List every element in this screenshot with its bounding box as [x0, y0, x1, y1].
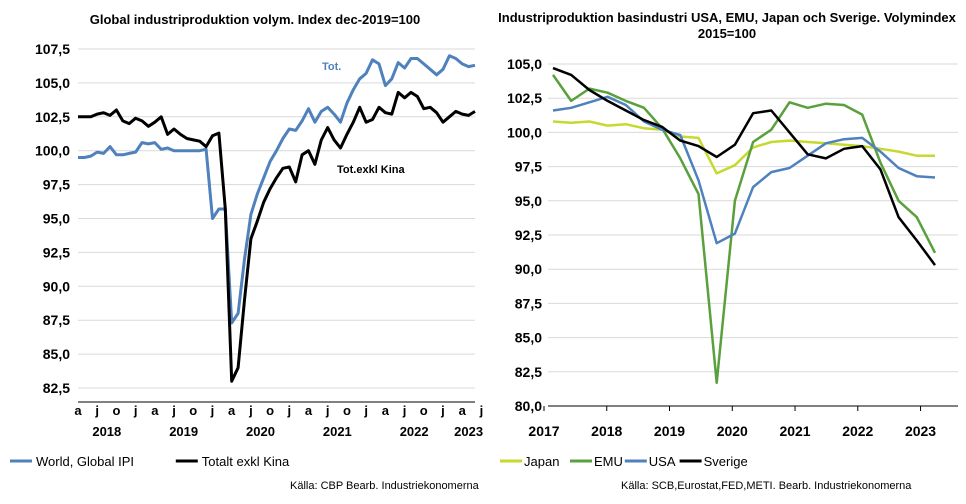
x-year-label: 2021: [323, 424, 352, 439]
y-tick-label: 85,0: [515, 330, 542, 346]
x-year-label: 2020: [246, 424, 275, 439]
x-month-label: j: [133, 403, 138, 418]
y-tick-label: 97,5: [515, 159, 542, 175]
y-tick-label: 87,5: [515, 295, 542, 311]
x-year-label: 2018: [591, 423, 622, 439]
y-tick-label: 102,5: [35, 109, 70, 125]
legend-label-emu: EMU: [594, 454, 623, 469]
legend-label-japan: Japan: [524, 454, 559, 469]
x-year-label: 2021: [779, 423, 810, 439]
series-line-emu: [551, 74, 937, 384]
y-tick-label: 87,5: [43, 312, 70, 328]
x-month-label: a: [151, 403, 159, 418]
y-tick-label: 105,0: [507, 56, 542, 72]
x-month-label: a: [459, 403, 467, 418]
x-month-label: a: [382, 403, 390, 418]
left-chart-panel: Global industriproduktion volym. Index d…: [10, 12, 484, 492]
x-month-label: a: [228, 403, 236, 418]
y-tick-label: 105,0: [35, 75, 70, 91]
annotation-tot-exkl-kina: Tot.exkl Kina: [337, 164, 406, 176]
x-month-label: j: [363, 403, 368, 418]
legend-label-totalt-exkl-kina: Totalt exkl Kina: [202, 454, 290, 469]
x-year-label: 2023: [454, 424, 483, 439]
y-tick-label: 80,0: [515, 398, 542, 414]
y-tick-label: 82,5: [43, 380, 70, 396]
x-month-label: j: [286, 403, 291, 418]
y-tick-label: 92,5: [515, 227, 542, 243]
x-month-label: j: [440, 403, 445, 418]
series-line-usa: [552, 95, 936, 245]
y-tick-label: 100,0: [507, 124, 542, 140]
right-source-note: Källa: SCB,Eurostat,FED,METI. Bearb. Ind…: [621, 480, 912, 492]
series-line-japan: [552, 120, 935, 175]
right-chart-panel: Industriproduktion basindustri USA, EMU,…: [488, 0, 966, 504]
y-tick-label: 92,5: [43, 244, 70, 260]
y-tick-label: 90,0: [515, 261, 542, 277]
x-year-label: 2022: [842, 423, 873, 439]
x-month-label: o: [189, 403, 197, 418]
x-month-label: a: [305, 403, 313, 418]
y-tick-label: 100,0: [35, 143, 70, 159]
legend-label-usa: USA: [649, 454, 676, 469]
x-year-label: 2019: [654, 423, 685, 439]
y-tick-label: 107,5: [35, 41, 70, 57]
x-month-label: a: [74, 403, 82, 418]
x-year-label: 2023: [905, 423, 936, 439]
y-tick-label: 95,0: [515, 193, 542, 209]
y-tick-label: 95,0: [43, 211, 70, 227]
right-chart-svg: 80,0 82,5 85,0 87,5 90,0 92,5 95,0 97,5 100,0 102…: [500, 56, 958, 469]
x-month-label: o: [266, 403, 274, 418]
y-tick-label: 102,5: [507, 90, 542, 106]
y-tick-label: 97,5: [43, 177, 70, 193]
x-year-label: 2018: [92, 424, 121, 439]
x-month-label: j: [210, 403, 215, 418]
series-line-sverige: [552, 66, 937, 266]
x-year-label: 2019: [169, 424, 198, 439]
x-month-label: j: [402, 403, 407, 418]
left-chart-svg: 82,5 85,0 87,5 90,0 92,5 95,0 97,5 100,0 102,5 10…: [10, 41, 484, 469]
x-month-label: j: [171, 403, 176, 418]
x-month-label: j: [325, 403, 330, 418]
x-year-label: 2022: [400, 424, 429, 439]
legend-label-world-global-ipi: World, Global IPI: [36, 454, 134, 469]
x-month-label: j: [94, 403, 99, 418]
x-month-label: j: [479, 403, 484, 418]
x-month-label: o: [112, 403, 120, 418]
legend-label-sverige: Sverige: [704, 454, 748, 469]
series-line-totalt-exkl-kina: [78, 90, 476, 383]
x-month-label: o: [420, 403, 428, 418]
left-source-note: Källa: CBP Bearb. Industriekonomerna: [290, 480, 479, 492]
annotation-tot: Tot.: [322, 61, 341, 73]
x-month-label: j: [248, 403, 253, 418]
right-chart-title: Industriproduktion basindustri USA, EMU,…: [498, 10, 956, 41]
y-tick-label: 82,5: [515, 364, 542, 380]
x-month-label: o: [343, 403, 351, 418]
x-year-label: 2020: [717, 423, 748, 439]
y-tick-label: 85,0: [43, 346, 70, 362]
left-chart-title: Global industriproduktion volym. Index d…: [89, 12, 421, 27]
x-year-label: 2017: [528, 423, 559, 439]
series-line-world-global-ipi: [78, 54, 476, 325]
y-tick-label: 90,0: [43, 278, 70, 294]
